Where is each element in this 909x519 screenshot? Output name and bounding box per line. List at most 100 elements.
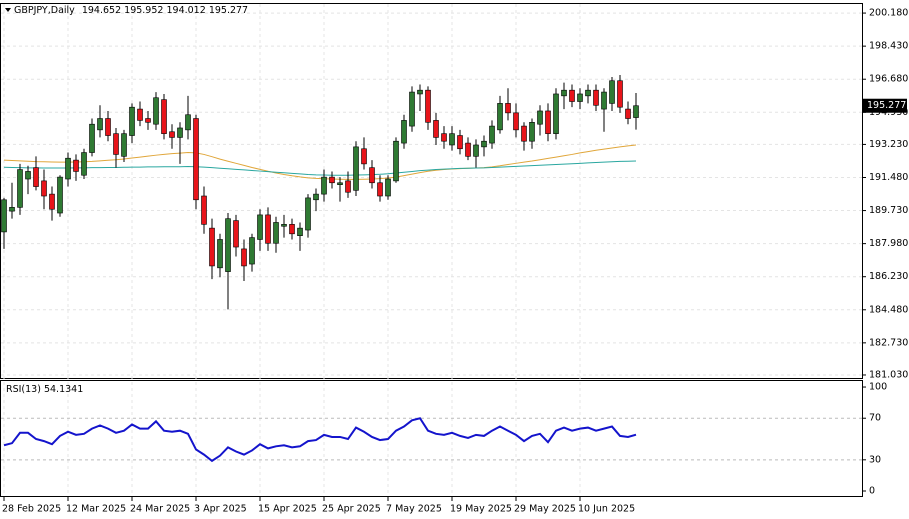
- candle-body: [257, 214, 263, 240]
- candle-body: [401, 120, 407, 144]
- x-tick-label: 25 Apr 2025: [322, 504, 381, 515]
- candle-body: [9, 207, 15, 212]
- main-panel: [0, 3, 863, 379]
- candle-body: [601, 91, 607, 110]
- candle-body: [41, 180, 47, 197]
- candle-body: [153, 97, 159, 125]
- rsi-line: [3, 417, 637, 463]
- candle-body: [417, 89, 423, 95]
- low-value: 194.012: [166, 5, 205, 16]
- x-tick-label: 15 Apr 2025: [258, 504, 317, 515]
- x-tick-label: 12 Mar 2025: [66, 504, 126, 515]
- candle-body: [393, 140, 399, 182]
- candle-body: [473, 144, 479, 157]
- candle-body: [617, 80, 623, 108]
- candle-body: [209, 227, 215, 267]
- candle-body: [513, 112, 519, 131]
- candle-body: [217, 239, 223, 269]
- candle-body: [353, 146, 359, 191]
- y-tick-label: 184.480: [869, 304, 908, 315]
- price-tag-label: 195.277: [867, 100, 906, 111]
- y-tick-label: 200.180: [869, 8, 908, 19]
- candle-body: [593, 89, 599, 106]
- rsi-header: RSI(13) 54.1341: [6, 384, 83, 395]
- candle-body: [17, 169, 23, 208]
- y-tick-label: 196.680: [869, 74, 908, 85]
- candle-body: [57, 176, 63, 214]
- candle-body: [105, 118, 111, 136]
- x-tick-label: 29 May 2025: [514, 504, 576, 515]
- candle-body: [137, 108, 143, 121]
- y-tick-label: 193.230: [869, 139, 908, 150]
- candle-body: [97, 118, 103, 131]
- candle-body: [625, 108, 631, 119]
- candle-body: [633, 105, 639, 118]
- candle-body: [425, 89, 431, 123]
- candle-body: [569, 89, 575, 102]
- candle-body: [465, 142, 471, 157]
- x-tick-label: 28 Feb 2025: [2, 504, 61, 515]
- candle-body: [145, 118, 151, 123]
- candle-body: [577, 93, 583, 102]
- candle-body: [169, 131, 175, 138]
- candle-body: [377, 182, 383, 197]
- candle-body: [553, 93, 559, 134]
- candle-body: [561, 89, 567, 97]
- candle-body: [313, 193, 319, 201]
- candle-body: [321, 176, 327, 195]
- candle-body: [361, 148, 367, 165]
- candle-body: [385, 178, 391, 197]
- high-value: 195.952: [124, 5, 163, 16]
- y-tick-label: 30: [869, 454, 881, 465]
- candle-body: [185, 114, 191, 131]
- y-tick-label: 187.980: [869, 238, 908, 249]
- y-tick-label: 70: [869, 413, 881, 424]
- x-tick-label: 7 May 2025: [386, 504, 442, 515]
- candle-body: [489, 125, 495, 144]
- candle-body: [497, 103, 503, 131]
- header: GBPJPY,Daily 194.652 195.952 194.012 195…: [14, 5, 248, 16]
- y-tick-label: 182.730: [869, 337, 908, 348]
- candle-body: [177, 127, 183, 138]
- candle-body: [409, 91, 415, 127]
- candle-body: [329, 176, 335, 184]
- y-tick-label: 191.480: [869, 172, 908, 183]
- candle-body: [545, 110, 551, 134]
- candle-body: [1, 199, 7, 233]
- candle-body: [529, 122, 535, 142]
- y-tick-label: 189.730: [869, 205, 908, 216]
- candle-body: [457, 135, 463, 150]
- rsi-title: RSI(13): [6, 384, 41, 395]
- menu-icon: [5, 8, 11, 12]
- candle-body: [337, 182, 343, 185]
- y-tick-label: 198.430: [869, 41, 908, 52]
- y-tick-label: 186.230: [869, 271, 908, 282]
- candle-body: [129, 106, 135, 136]
- x-tick-label: 24 Mar 2025: [130, 504, 190, 515]
- x-tick-label: 3 Apr 2025: [194, 504, 247, 515]
- candle-body: [49, 193, 55, 210]
- open-value: 194.652: [82, 5, 121, 16]
- candle-body: [193, 118, 199, 201]
- candle-body: [265, 214, 271, 244]
- x-tick-label: 19 May 2025: [450, 504, 512, 515]
- moving-average: [3, 160, 637, 176]
- candle-body: [233, 220, 239, 248]
- candle-body: [345, 180, 351, 193]
- y-tick-label: 181.030: [869, 369, 908, 380]
- symbol: GBPJPY,Daily: [14, 5, 75, 16]
- candle-body: [481, 140, 487, 148]
- candle-body: [113, 133, 119, 155]
- candle-body: [369, 167, 375, 184]
- candle-body: [521, 125, 527, 142]
- y-tick-label: 100: [869, 382, 887, 393]
- candle-body: [73, 159, 79, 172]
- candle-body: [81, 152, 87, 176]
- candle-body: [289, 224, 295, 235]
- candle-body: [297, 227, 303, 236]
- candle-body: [505, 103, 511, 114]
- close-value: 195.277: [209, 5, 248, 16]
- price-tag: [863, 98, 907, 113]
- candle-body: [121, 133, 127, 157]
